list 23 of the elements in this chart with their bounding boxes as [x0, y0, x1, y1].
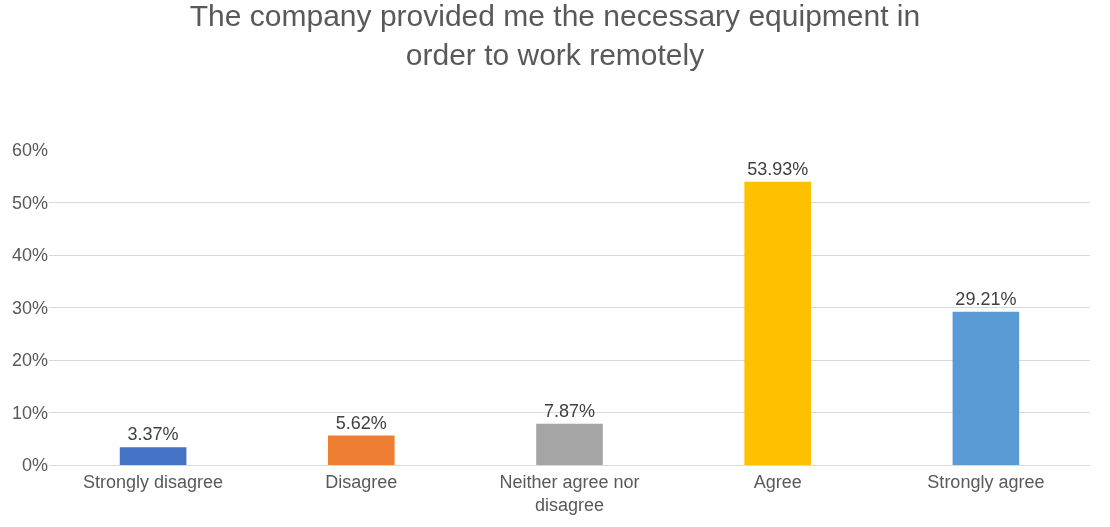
data-label: 29.21%: [955, 288, 1017, 309]
bar: [119, 447, 187, 465]
bar: [952, 311, 1020, 465]
data-label: 7.87%: [543, 400, 596, 421]
data-label: 5.62%: [335, 412, 387, 433]
bar: [744, 181, 812, 465]
x-tick-label: Strongly disagree: [83, 471, 224, 492]
data-label: 3.37%: [127, 424, 179, 445]
y-tick-label: 0%: [21, 455, 48, 476]
x-tick-label: Agree: [753, 471, 802, 492]
y-tick-label: 10%: [11, 402, 48, 423]
y-tick-label: 20%: [11, 350, 48, 371]
y-tick-label: 50%: [11, 192, 48, 213]
x-tick-label: Strongly agree: [927, 471, 1045, 492]
x-tick-label: Disagree: [325, 471, 398, 492]
x-tick-label: Neither agree nor disagree: [499, 471, 640, 515]
y-tick-label: 40%: [11, 245, 48, 266]
y-tick-label: 60%: [11, 140, 48, 161]
data-label: 53.93%: [747, 158, 809, 179]
bar: [327, 435, 395, 465]
y-tick-label: 30%: [11, 297, 48, 318]
chart-title: The company provided me the necessary equipment in order to work remotely: [189, 0, 921, 72]
bar: [536, 423, 603, 465]
